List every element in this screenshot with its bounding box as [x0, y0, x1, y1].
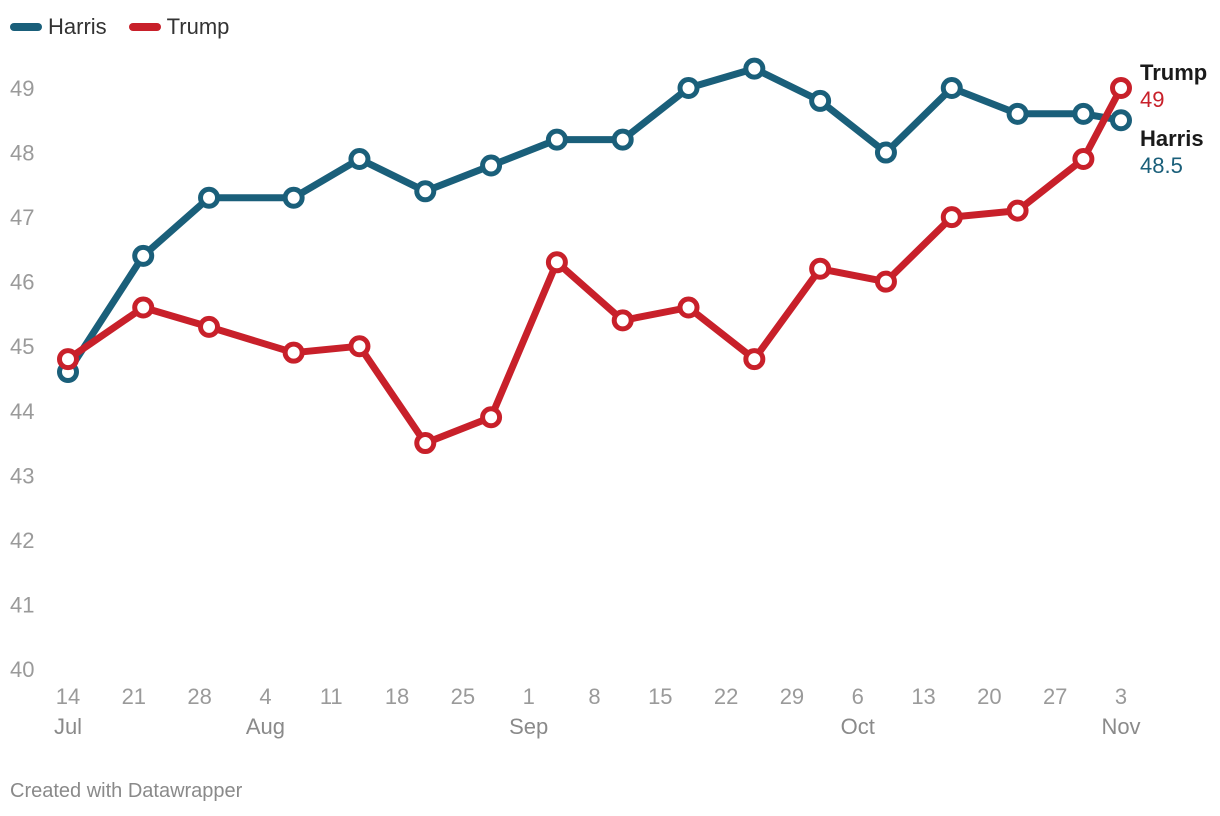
x-month-label: Jul — [54, 714, 82, 739]
y-tick-label: 46 — [10, 270, 34, 295]
x-month-label: Sep — [509, 714, 548, 739]
data-point-harris[interactable] — [1072, 102, 1095, 125]
x-tick-label: 11 — [320, 684, 343, 709]
x-tick-label: 4 — [259, 684, 271, 709]
y-tick-label: 49 — [10, 76, 34, 101]
data-point-trump[interactable] — [414, 432, 437, 455]
footer-credit: Created with Datawrapper — [10, 780, 243, 802]
data-point-harris[interactable] — [198, 186, 221, 209]
x-tick-label: 13 — [911, 684, 935, 709]
x-tick-label: 25 — [451, 684, 475, 709]
x-tick-label: 3 — [1115, 684, 1127, 709]
data-point-trump[interactable] — [743, 348, 766, 371]
data-point-trump[interactable] — [480, 406, 503, 429]
x-tick-label: 6 — [852, 684, 864, 709]
x-tick-label: 28 — [187, 684, 211, 709]
data-point-trump[interactable] — [611, 309, 634, 332]
series-trump — [57, 77, 1132, 455]
y-tick-label: 47 — [10, 205, 34, 230]
y-tick-label: 41 — [10, 592, 34, 617]
x-tick-label: 1 — [523, 684, 535, 709]
data-point-trump[interactable] — [677, 296, 700, 319]
data-point-trump[interactable] — [1110, 77, 1132, 99]
data-point-trump[interactable] — [348, 335, 371, 358]
data-point-trump[interactable] — [1072, 148, 1095, 171]
y-tick-label: 48 — [10, 141, 34, 166]
data-point-harris[interactable] — [743, 57, 766, 80]
end-label-name-trump: Trump — [1140, 60, 1207, 85]
series-harris — [57, 57, 1132, 384]
legend-label-harris: Harris — [48, 14, 107, 39]
data-point-trump[interactable] — [282, 341, 305, 364]
legend-label-trump: Trump — [166, 14, 230, 39]
end-label-name-harris: Harris — [1140, 126, 1204, 151]
x-tick-label: 15 — [648, 684, 672, 709]
data-point-harris[interactable] — [414, 180, 437, 203]
data-point-trump[interactable] — [809, 257, 832, 280]
legend-item-trump: Trump — [128, 14, 230, 40]
data-point-trump[interactable] — [57, 348, 79, 371]
x-tick-label: 18 — [385, 684, 409, 709]
data-point-harris[interactable] — [809, 89, 832, 112]
data-point-trump[interactable] — [132, 296, 155, 319]
data-point-harris[interactable] — [545, 128, 568, 151]
series-layer — [57, 57, 1132, 455]
y-tick-label: 42 — [10, 528, 34, 553]
data-point-harris[interactable] — [348, 148, 371, 171]
x-tick-label: 22 — [714, 684, 738, 709]
data-point-harris[interactable] — [1110, 109, 1132, 132]
legend-item-harris: Harris — [10, 14, 107, 40]
data-point-harris[interactable] — [480, 154, 503, 177]
y-axis: 40 41 42 43 44 45 46 47 48 49 — [10, 76, 34, 682]
x-month-label: Oct — [841, 714, 875, 739]
x-tick-label: 8 — [588, 684, 600, 709]
y-tick-label: 43 — [10, 463, 34, 488]
y-tick-label: 45 — [10, 334, 34, 359]
data-point-trump[interactable] — [1006, 199, 1029, 222]
data-point-harris[interactable] — [611, 128, 634, 151]
data-point-harris[interactable] — [874, 141, 897, 164]
x-tick-label: 20 — [977, 684, 1001, 709]
y-tick-label: 44 — [10, 399, 34, 424]
y-tick-label: 40 — [10, 657, 34, 682]
data-point-harris[interactable] — [132, 244, 155, 267]
x-tick-label: 27 — [1043, 684, 1067, 709]
data-point-trump[interactable] — [198, 315, 221, 338]
end-label-value-trump: 49 — [1140, 87, 1164, 112]
x-tick-label: 29 — [780, 684, 804, 709]
legend-swatch-harris — [10, 23, 42, 31]
data-point-harris[interactable] — [677, 77, 700, 99]
x-tick-label: 14 — [56, 684, 80, 709]
series-line-harris — [64, 65, 1125, 376]
data-point-trump[interactable] — [545, 251, 568, 274]
data-point-harris[interactable] — [1006, 102, 1029, 125]
data-point-trump[interactable] — [940, 206, 963, 229]
end-label-value-harris: 48.5 — [1140, 153, 1183, 178]
legend-swatch-trump — [128, 23, 161, 31]
data-point-harris[interactable] — [940, 77, 963, 99]
x-month-label: Aug — [246, 714, 285, 739]
x-tick-label: 21 — [122, 684, 146, 709]
legend: Harris Trump — [10, 14, 229, 40]
x-month-label: Nov — [1101, 714, 1140, 739]
data-point-harris[interactable] — [282, 186, 305, 209]
data-point-trump[interactable] — [874, 270, 897, 293]
